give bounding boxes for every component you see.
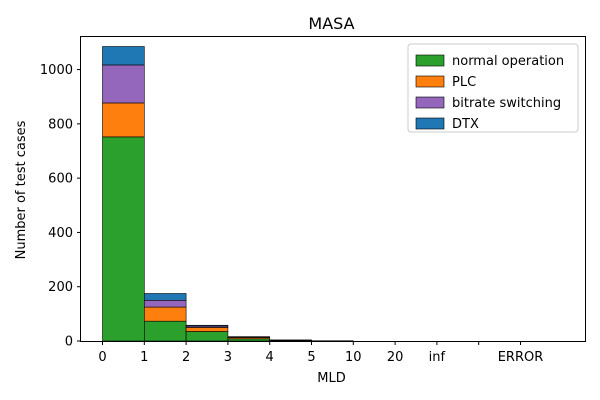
bar-segment-0-1	[144, 320, 187, 342]
x-tick-label-3: 3	[224, 350, 232, 365]
bar-segment-2-1	[144, 299, 187, 308]
legend-swatch-3	[415, 117, 445, 130]
bar-segment-1-1	[144, 306, 187, 322]
y-axis-label: Number of test cases	[14, 120, 29, 259]
legend-label-1: PLC	[452, 75, 476, 90]
legend-label-0: normal operation	[452, 54, 564, 69]
legend-label-3: DTX	[452, 117, 479, 132]
x-tick-label-1: 1	[140, 350, 148, 365]
x-tick-label-7: 20	[387, 350, 404, 365]
bar-segment-0-2	[185, 331, 229, 342]
y-tick-label-2: 400	[48, 226, 73, 241]
y-tick-label-3: 600	[48, 172, 73, 187]
bar-segment-1-2	[185, 327, 229, 332]
legend-box	[407, 43, 579, 133]
bar-segment-3-0	[102, 46, 145, 66]
legend-swatch-1	[415, 75, 445, 88]
y-tick-label-1: 200	[48, 280, 73, 295]
chart-title: MASA	[308, 14, 354, 33]
x-tick-label-6: 10	[345, 350, 362, 365]
x-tick-label-4: 4	[266, 350, 274, 365]
bar-segment-3-1	[144, 293, 187, 301]
legend: normal operation PLC bitrate switching DTX	[407, 43, 579, 133]
bar-segment-0-0	[102, 136, 145, 342]
bar-segment-2-0	[102, 64, 145, 104]
x-tick-label-0: 0	[98, 350, 106, 365]
legend-swatch-0	[415, 54, 445, 67]
x-tick-label-10: ERROR	[498, 350, 544, 365]
x-axis-label: MLD	[317, 371, 345, 386]
plot-frame	[80, 36, 586, 342]
y-tick-label-5: 1000	[40, 63, 73, 78]
x-tick-label-2: 2	[182, 350, 190, 365]
bar-segment-3-2	[185, 324, 229, 327]
x-tick-label-8: inf	[429, 350, 446, 365]
legend-label-2: bitrate switching	[452, 96, 561, 111]
legend-swatch-2	[415, 96, 445, 109]
x-tick-label-5: 5	[307, 350, 315, 365]
y-tick-label-0: 0	[65, 335, 73, 350]
bars-group	[102, 46, 354, 342]
bar-segment-1-0	[102, 102, 145, 138]
bar-segment-0-3	[227, 338, 270, 342]
y-tick-label-4: 800	[48, 117, 73, 132]
x-ticks: 0 1 2 3 4 5 10 20 inf ERROR	[98, 341, 543, 365]
y-ticks: 0 200 400 600 800 1000	[40, 63, 81, 350]
